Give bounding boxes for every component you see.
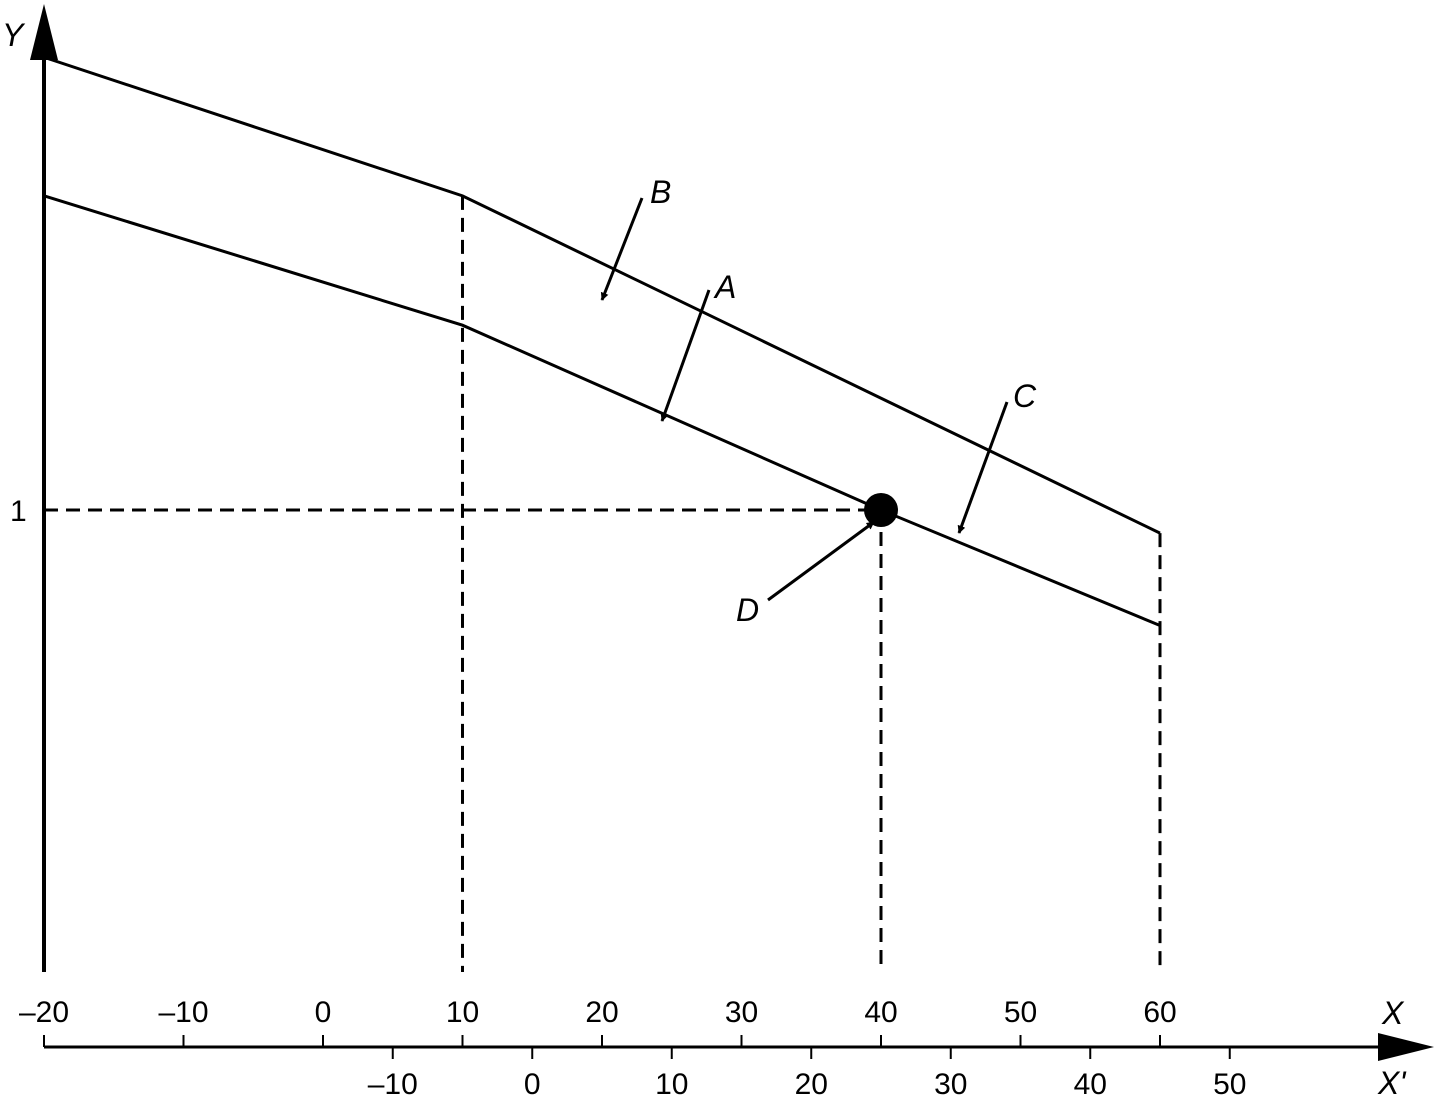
- x-tick-label: –20: [19, 996, 69, 1029]
- x-prime-axis-label: X': [1377, 1065, 1407, 1099]
- x-prime-axis-arrowhead: [1378, 1033, 1434, 1061]
- x-axis-ticks: –20 –10 0 10 20 30 40 50 60: [19, 996, 1177, 1047]
- callout-a-arrow: [660, 289, 711, 422]
- y-tick-label-1: 1: [10, 495, 27, 528]
- point-d-marker: [864, 493, 898, 527]
- series-b-line: [43, 55, 1161, 535]
- x-prime-tick-label: 0: [524, 1068, 541, 1099]
- x-tick-label: –10: [158, 996, 208, 1029]
- x-prime-tick-label: 30: [934, 1068, 967, 1099]
- callout-d-label: D: [736, 592, 759, 628]
- reference-lines: [44, 195, 1162, 972]
- y-axis-arrowhead: [30, 4, 58, 60]
- callout-a-label: A: [713, 269, 736, 305]
- x-prime-tick-label: 50: [1213, 1068, 1246, 1099]
- series-a-line: [43, 194, 1161, 627]
- callout-b-arrow: [600, 197, 644, 301]
- x-prime-tick-label: –10: [368, 1068, 418, 1099]
- callout-c-arrow: [957, 401, 1009, 534]
- y-axis-label: Y: [2, 17, 26, 53]
- axes: Y X X' 1: [2, 4, 1434, 1099]
- x-tick-label: 30: [725, 996, 758, 1029]
- callout-d-arrow: [767, 520, 875, 602]
- x-tick-label: 20: [585, 996, 618, 1029]
- x-axis-label: X: [1381, 995, 1405, 1031]
- x-tick-label: 40: [864, 996, 897, 1029]
- x-prime-tick-label: 40: [1074, 1068, 1107, 1099]
- x-tick-label: 0: [315, 996, 332, 1029]
- x-prime-axis-ticks: –10 0 10 20 30 40 50: [368, 1047, 1246, 1099]
- callouts: B A C D: [600, 174, 1037, 628]
- x-prime-tick-label: 20: [795, 1068, 828, 1099]
- callout-b-label: B: [650, 174, 671, 210]
- callout-c-label: C: [1013, 378, 1037, 414]
- series-lines: [43, 55, 1161, 627]
- x-tick-label: 60: [1143, 996, 1176, 1029]
- x-tick-label: 50: [1004, 996, 1037, 1029]
- x-tick-label: 10: [446, 996, 479, 1029]
- x-prime-tick-label: 10: [655, 1068, 688, 1099]
